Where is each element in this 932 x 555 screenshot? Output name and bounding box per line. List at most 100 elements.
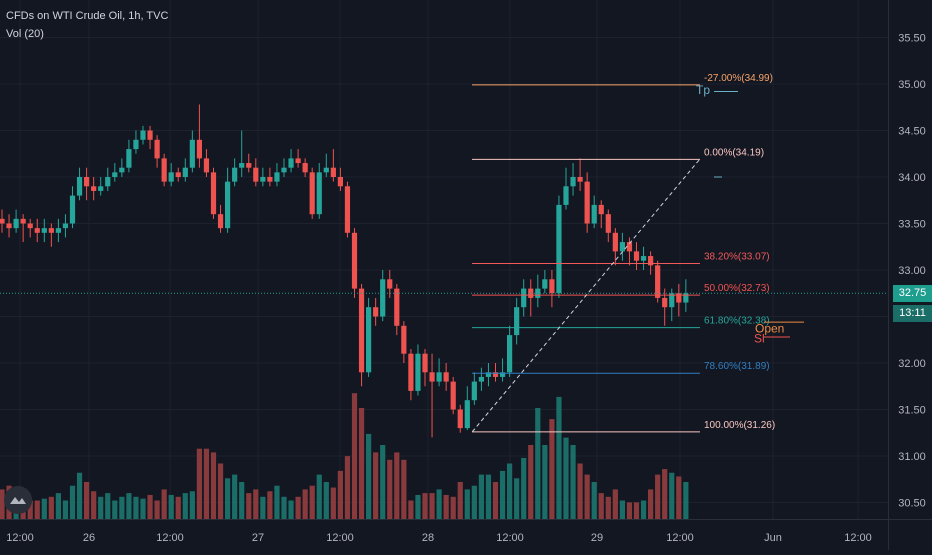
volume-bar — [655, 474, 661, 519]
candle-body — [13, 218, 19, 229]
candle-body — [48, 228, 54, 233]
price-tick-label: 35.50 — [898, 33, 926, 45]
volume-bar — [401, 459, 407, 519]
volume-bar — [147, 494, 153, 519]
volume-bar — [41, 498, 47, 519]
volume-bar — [570, 445, 576, 519]
tradingview-logo-icon[interactable] — [4, 486, 32, 514]
candle-body — [450, 381, 456, 410]
fib-level-label: 61.80%(32.38) — [704, 316, 770, 327]
candle-body — [267, 177, 273, 182]
volume-bar — [662, 469, 668, 519]
volume-bar — [394, 452, 400, 519]
candle-body — [316, 172, 322, 215]
candle-body — [69, 195, 76, 224]
volume-bar — [436, 489, 442, 519]
candle-body — [436, 372, 442, 382]
volume-bar — [175, 496, 181, 519]
volume-indicator-label[interactable]: Vol (20) — [6, 28, 44, 40]
volume-bar — [239, 482, 245, 519]
candle-body — [380, 279, 386, 317]
volume-bar — [260, 496, 266, 519]
candle-body — [140, 130, 146, 140]
volume-bar — [91, 491, 97, 519]
candle-body — [98, 186, 104, 191]
volume-bar — [302, 489, 308, 519]
time-tick-label: 12:00 — [6, 532, 34, 544]
volume-bar — [443, 494, 449, 519]
volume-bar — [358, 408, 365, 519]
candle-body — [288, 158, 294, 168]
candle-body — [605, 214, 611, 233]
volume-bar — [528, 445, 534, 519]
candle-body — [429, 372, 435, 382]
volume-bar — [330, 487, 336, 519]
time-tick-label: 12:00 — [326, 532, 354, 544]
volume-bar — [267, 491, 273, 519]
volume-bar — [140, 498, 146, 519]
candle-body — [76, 177, 83, 196]
candle-body — [55, 228, 61, 233]
volume-bar — [69, 485, 76, 519]
candle-body — [182, 167, 188, 177]
candle-body — [260, 177, 266, 182]
candle-body — [648, 256, 654, 266]
candle-body — [612, 232, 618, 252]
volume-bar — [133, 496, 139, 519]
volume-bar — [27, 500, 33, 519]
fib-level-label: 38.20%(33.07) — [704, 251, 770, 262]
candle-body — [401, 325, 407, 354]
candle-body — [521, 288, 527, 308]
fib-level-label: 50.00%(32.73) — [704, 283, 770, 294]
candle-body — [126, 149, 132, 168]
candle-body — [147, 130, 153, 140]
candle-body — [408, 353, 414, 391]
volume-bar — [232, 474, 238, 519]
tp-annotation: Tp — [696, 83, 710, 97]
volume-bar — [507, 463, 513, 519]
volume-bar — [295, 496, 301, 519]
volume-bar — [112, 500, 118, 519]
volume-bar — [605, 496, 611, 519]
candle-body — [112, 172, 118, 177]
candle-body — [478, 376, 484, 382]
candle-body — [6, 223, 12, 229]
volume-bar — [281, 496, 287, 519]
volume-bar — [464, 489, 470, 519]
price-tick-label: 34.00 — [898, 172, 926, 184]
price-tick-label: 32.00 — [898, 358, 926, 370]
candle-body — [27, 223, 33, 229]
candle-body — [492, 372, 499, 377]
fib-level-label: -27.00%(34.99) — [704, 73, 773, 84]
volume-bar — [380, 445, 386, 519]
fib-level-label: 100.00%(31.26) — [704, 420, 775, 431]
volume-bar — [563, 437, 569, 519]
candle-body — [507, 335, 513, 373]
volume-bar — [34, 500, 40, 519]
volume-bar — [55, 493, 61, 519]
candle-body — [203, 158, 210, 173]
candle-body — [640, 256, 647, 261]
candle-body — [563, 186, 569, 205]
volume-bar — [676, 476, 682, 519]
candle-body — [196, 139, 202, 159]
time-tick-label: 12:00 — [844, 532, 872, 544]
price-tick-label: 33.50 — [898, 219, 926, 231]
volume-bar — [429, 493, 435, 519]
candle-body — [556, 204, 562, 294]
volume-bar — [62, 500, 69, 519]
candle-body — [119, 167, 125, 173]
chart-legend: CFDs on WTI Crude Oil, 1h, TVC Vol (20) — [6, 7, 168, 43]
volume-bar — [499, 470, 506, 519]
volume-bar — [492, 482, 499, 519]
volume-bar — [387, 459, 393, 519]
time-tick-label: Jun — [764, 532, 782, 544]
candle-body — [34, 228, 40, 233]
candle-body — [330, 167, 336, 177]
candle-body — [669, 293, 675, 308]
volume-bar — [640, 500, 647, 519]
symbol-title[interactable]: CFDs on WTI Crude Oil, 1h, TVC — [6, 10, 169, 22]
candle-body — [619, 242, 625, 252]
